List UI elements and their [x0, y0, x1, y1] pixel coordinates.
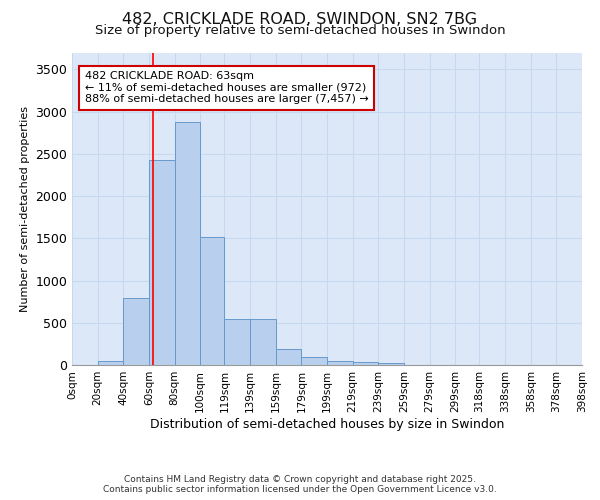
Bar [123, 298, 149, 365]
Bar [224, 318, 250, 365]
Text: Size of property relative to semi-detached houses in Swindon: Size of property relative to semi-detach… [95, 24, 505, 37]
Bar [175, 122, 200, 365]
Bar [378, 363, 404, 365]
Bar [301, 356, 327, 365]
Bar [327, 361, 353, 365]
Text: Contains HM Land Registry data © Crown copyright and database right 2025.
Contai: Contains HM Land Registry data © Crown c… [103, 474, 497, 494]
Bar [276, 350, 301, 365]
Text: 482 CRICKLADE ROAD: 63sqm
← 11% of semi-detached houses are smaller (972)
88% of: 482 CRICKLADE ROAD: 63sqm ← 11% of semi-… [85, 71, 368, 104]
X-axis label: Distribution of semi-detached houses by size in Swindon: Distribution of semi-detached houses by … [150, 418, 504, 430]
Bar [149, 160, 175, 365]
Text: 482, CRICKLADE ROAD, SWINDON, SN2 7BG: 482, CRICKLADE ROAD, SWINDON, SN2 7BG [122, 12, 478, 28]
Bar [98, 361, 123, 365]
Y-axis label: Number of semi-detached properties: Number of semi-detached properties [20, 106, 30, 312]
Bar [250, 318, 276, 365]
Bar [353, 362, 378, 365]
Bar [200, 236, 224, 365]
